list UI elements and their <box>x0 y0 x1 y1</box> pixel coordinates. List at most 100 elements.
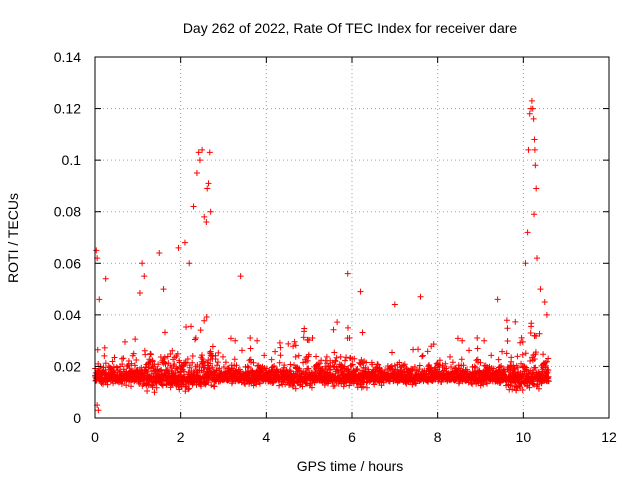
x-axis-label: GPS time / hours <box>297 458 404 474</box>
data-point <box>459 356 465 362</box>
data-point-peak <box>544 312 550 318</box>
data-point <box>144 388 150 394</box>
data-point <box>220 354 226 360</box>
data-point <box>334 355 340 361</box>
data-point <box>248 346 254 352</box>
data-point <box>528 320 534 326</box>
data-point-peak <box>527 111 533 117</box>
data-point <box>232 356 238 362</box>
data-point <box>334 319 340 325</box>
x-tick-label: 10 <box>516 429 532 445</box>
data-point <box>331 327 337 333</box>
data-point <box>415 346 421 352</box>
data-point-peak <box>537 286 543 292</box>
data-point-peak <box>139 260 145 266</box>
data-point <box>360 329 366 335</box>
data-point-peak <box>204 186 210 192</box>
data-point <box>345 325 351 331</box>
data-point <box>496 357 502 363</box>
data-point-peak <box>495 296 501 302</box>
data-point <box>193 335 199 341</box>
data-point <box>313 353 319 359</box>
data-point <box>517 340 523 346</box>
data-point <box>504 317 510 323</box>
data-point-peak <box>531 116 537 122</box>
data-point <box>133 357 139 363</box>
data-point <box>420 353 426 359</box>
data-point <box>442 361 448 367</box>
data-point-peak <box>156 250 162 256</box>
y-axis-label: ROTI / TECUs <box>5 193 21 283</box>
data-point <box>520 339 526 345</box>
data-point-peak <box>191 204 197 210</box>
data-point <box>142 352 148 358</box>
data-point <box>389 350 395 356</box>
data-point <box>540 351 546 357</box>
data-point <box>122 339 128 345</box>
data-point-peak <box>197 157 203 163</box>
data-point-peak <box>418 294 424 300</box>
y-tick-label: 0.04 <box>54 307 81 323</box>
data-point-peak <box>95 407 101 413</box>
data-point-peak <box>358 289 364 295</box>
data-point-peak <box>182 240 188 246</box>
data-point <box>198 327 204 333</box>
data-point <box>474 335 480 341</box>
data-point <box>466 347 472 353</box>
x-tick-label: 8 <box>434 429 442 445</box>
y-tick-label: 0.14 <box>54 49 81 65</box>
data-point <box>190 353 196 359</box>
data-point <box>277 340 283 346</box>
data-point <box>272 349 278 355</box>
data-point-peak <box>532 162 538 168</box>
data-point <box>481 338 487 344</box>
y-tick-label: 0.12 <box>54 101 81 117</box>
data-point-peak <box>96 296 102 302</box>
data-point-peak <box>103 276 109 282</box>
data-point-peak <box>542 299 548 305</box>
data-point <box>293 354 299 360</box>
data-point-peak <box>203 219 209 225</box>
x-tick-label: 0 <box>91 429 99 445</box>
data-point-peak <box>194 170 200 176</box>
x-tick-label: 6 <box>348 429 356 445</box>
data-point <box>183 324 189 330</box>
data-point <box>301 326 307 332</box>
data-point-peak <box>186 260 192 266</box>
data-point <box>512 319 518 325</box>
data-point <box>120 355 126 361</box>
data-point <box>331 349 337 355</box>
data-point <box>508 354 514 360</box>
data-point <box>126 358 132 364</box>
data-point <box>188 323 194 329</box>
data-point-peak <box>533 186 539 192</box>
data-point <box>296 353 302 359</box>
data-point <box>519 335 525 341</box>
data-point <box>277 345 283 351</box>
data-point <box>239 347 245 353</box>
data-point <box>137 290 143 296</box>
x-tick-label: 4 <box>262 429 270 445</box>
data-point <box>247 335 253 341</box>
data-point <box>162 329 168 335</box>
data-point-peak <box>141 273 147 279</box>
data-point-peak <box>531 137 537 143</box>
y-tick-label: 0.08 <box>54 204 81 220</box>
data-point <box>523 350 529 356</box>
data-point <box>324 354 330 360</box>
data-point <box>211 383 217 389</box>
data-point <box>417 362 423 368</box>
data-point <box>343 354 349 360</box>
data-point <box>364 385 370 391</box>
data-point <box>504 325 510 331</box>
x-tick-label: 12 <box>601 429 617 445</box>
data-point <box>425 348 431 354</box>
data-point <box>269 357 275 363</box>
data-point-peak <box>392 302 398 308</box>
data-point <box>292 339 298 345</box>
data-points <box>92 98 552 413</box>
data-point <box>419 353 425 359</box>
data-point <box>488 352 494 358</box>
data-point-peak <box>525 147 531 153</box>
data-point <box>338 354 344 360</box>
